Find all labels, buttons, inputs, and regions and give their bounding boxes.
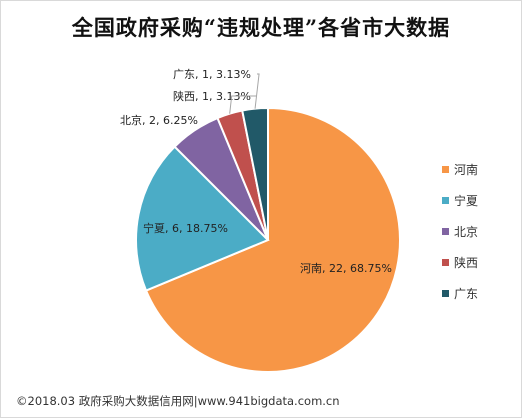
chart-title: 全国政府采购“违规处理”各省市大数据 (71, 15, 451, 40)
legend-label-4: 广东 (454, 286, 479, 301)
footer-credit: ©2018.03 政府采购大数据信用网|www.941bigdata.com.c… (16, 394, 340, 408)
legend-item-2: 北京 (442, 224, 479, 239)
leader-line-4 (254, 73, 260, 109)
legend-label-3: 陕西 (454, 255, 479, 270)
legend-swatch-4 (442, 289, 449, 297)
legend-label-1: 宁夏 (454, 193, 479, 208)
pie-slice-1 (135, 145, 270, 292)
legend-item-4: 广东 (442, 286, 479, 301)
legend-swatch-3 (442, 258, 449, 266)
slice-label-2: 北京, 2, 6.25% (120, 113, 198, 127)
legend-label-2: 北京 (454, 224, 479, 239)
legend-swatch-0 (442, 165, 449, 173)
pie-slice-0 (144, 106, 401, 373)
legend-label-0: 河南 (454, 162, 479, 177)
legend-swatch-2 (442, 227, 449, 235)
leader-line-3 (229, 95, 257, 114)
legend-item-0: 河南 (442, 162, 479, 177)
legend: 河南宁夏北京陕西广东 (442, 162, 478, 317)
legend-item-1: 宁夏 (442, 193, 479, 208)
legend-swatch-1 (442, 196, 449, 204)
slice-label-0: 河南, 22, 68.75% (300, 262, 392, 275)
legend-item-3: 陕西 (442, 255, 479, 270)
slice-label-4: 广东, 1, 3.13% (173, 68, 251, 81)
slice-label-1: 宁夏, 6, 18.75% (143, 221, 228, 235)
